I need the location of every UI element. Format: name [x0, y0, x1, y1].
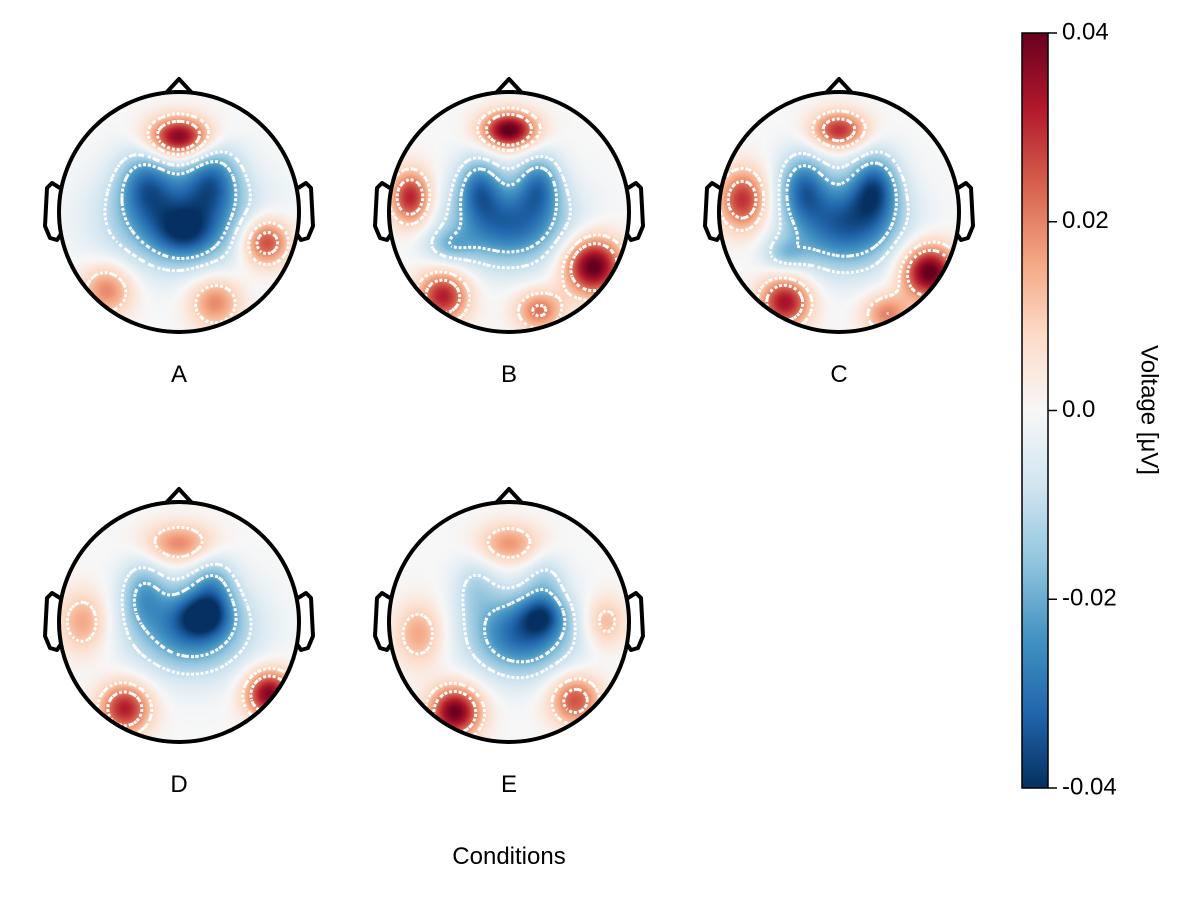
colorbar-tick-label: -0.04 — [1062, 773, 1117, 800]
head-outline — [387, 500, 631, 744]
colorbar: -0.04 -0.02 0.0 0.02 0.04 Voltage [μV] — [1021, 18, 1163, 800]
left-ear-outline — [703, 181, 723, 242]
right-ear-outline — [295, 181, 315, 242]
colorbar-tick-label: 0.02 — [1062, 207, 1109, 234]
colorbar-ticks: -0.04 -0.02 0.0 0.02 0.04 — [1048, 18, 1117, 800]
colorbar-gradient — [1021, 32, 1049, 789]
right-ear-outline — [295, 591, 315, 652]
topoplot-contours — [719, 109, 956, 330]
topoplot-panel-c: C — [703, 77, 975, 388]
colorbar-tick-label: -0.02 — [1062, 585, 1117, 612]
right-ear-outline — [625, 591, 645, 652]
topoplot-panel-e: E — [373, 487, 645, 798]
topoplot-contours — [85, 112, 290, 325]
head-outline — [57, 90, 301, 334]
topoplot-panel-a: A — [43, 77, 315, 388]
panel-label: B — [501, 361, 517, 388]
colorbar-tick-label: 0.04 — [1062, 18, 1109, 45]
left-ear-outline — [373, 591, 393, 652]
nose-outline — [494, 77, 524, 95]
topoplot-contours — [389, 106, 627, 330]
right-ear-outline — [955, 181, 975, 242]
right-ear-outline — [625, 181, 645, 242]
head-outline — [717, 90, 961, 334]
panel-label: A — [171, 361, 187, 388]
head-outline — [57, 500, 301, 744]
panel-label: E — [501, 771, 517, 798]
topoplot-panels: A B C D E — [43, 77, 975, 798]
panel-label: D — [170, 771, 187, 798]
left-ear-outline — [43, 181, 63, 242]
x-axis-label: Conditions — [452, 843, 565, 870]
topoplot-heatmap — [59, 92, 299, 332]
nose-outline — [824, 77, 854, 95]
left-ear-outline — [43, 591, 63, 652]
nose-outline — [164, 77, 194, 95]
head-outline — [387, 90, 631, 334]
panel-label: C — [830, 361, 847, 388]
colorbar-label: Voltage [μV] — [1136, 345, 1163, 475]
left-ear-outline — [373, 181, 393, 242]
topoplot-heatmap — [389, 92, 629, 332]
topoplot-panel-d: D — [43, 487, 315, 798]
nose-outline — [494, 487, 524, 505]
colorbar-tick-label: 0.0 — [1062, 396, 1095, 423]
nose-outline — [164, 487, 194, 505]
topoplot-panel-b: B — [373, 77, 645, 388]
